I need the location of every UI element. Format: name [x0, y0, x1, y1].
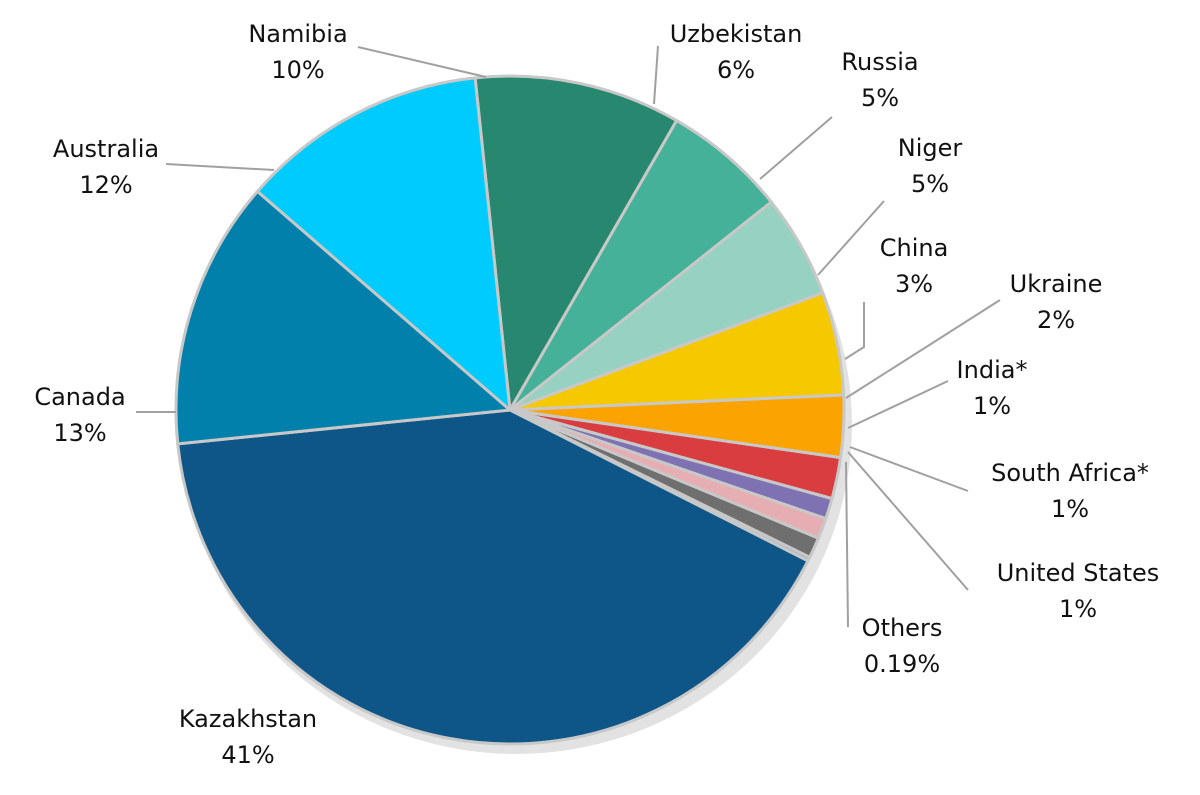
leader-lines	[136, 45, 1001, 628]
slice-label-value-canada: 13%	[53, 419, 106, 447]
slice-label-united-states: United States 1%	[997, 559, 1160, 623]
leader-line-uzbekistan	[653, 45, 659, 105]
slice-label-value-russia: 5%	[861, 84, 899, 112]
slice-label-south-africa: South Africa* 1%	[991, 459, 1149, 523]
slice-label-name-russia: Russia	[841, 48, 918, 76]
leader-line-russia	[759, 116, 833, 180]
slice-label-canada: Canada 13%	[34, 383, 125, 447]
slice-label-name-ukraine: Ukraine	[1010, 270, 1103, 298]
slice-label-kazakhstan: Kazakhstan 41%	[179, 705, 317, 769]
slice-label-others: Others 0.19%	[862, 614, 943, 678]
slice-label-name-niger: Niger	[898, 134, 963, 162]
slice-label-value-kazakhstan: 41%	[221, 741, 274, 769]
leader-line-ukraine	[845, 299, 1001, 399]
slice-label-name-india: India*	[957, 356, 1028, 384]
leader-line-china	[844, 302, 865, 360]
slice-label-value-australia: 12%	[79, 171, 132, 199]
leader-line-india	[847, 380, 949, 429]
slice-label-name-canada: Canada	[34, 383, 125, 411]
leader-line-australia	[165, 163, 275, 171]
slice-label-value-uzbekistan: 6%	[717, 56, 755, 84]
slice-label-value-niger: 5%	[911, 170, 949, 198]
slice-label-value-south-africa: 1%	[1051, 495, 1089, 523]
slice-label-namibia: Namibia 10%	[248, 20, 347, 84]
slice-label-name-china: China	[880, 234, 949, 262]
slice-label-ukraine: Ukraine 2%	[1010, 270, 1103, 334]
pie-slice-namibia	[473, 74, 679, 412]
slice-label-value-india: 1%	[973, 392, 1011, 420]
slice-label-value-others: 0.19%	[864, 650, 940, 678]
slice-label-name-uzbekistan: Uzbekistan	[670, 20, 803, 48]
slice-label-name-namibia: Namibia	[248, 20, 347, 48]
slice-labels: Namibia 10% Uzbekistan 6% Russia 5% Niger 5% Chi…	[34, 20, 1159, 769]
leader-line-others	[845, 461, 849, 628]
pie-slice-canada	[174, 189, 512, 446]
slice-label-value-china: 3%	[895, 270, 933, 298]
slice-label-uzbekistan: Uzbekistan 6%	[670, 20, 803, 84]
slice-label-value-united-states: 1%	[1059, 595, 1097, 623]
slice-label-india: India* 1%	[957, 356, 1028, 420]
slice-label-name-australia: Australia	[53, 135, 159, 163]
leader-line-south-africa	[849, 446, 969, 492]
leader-line-niger	[817, 200, 885, 276]
slice-label-russia: Russia 5%	[841, 48, 918, 112]
slice-label-value-namibia: 10%	[271, 56, 324, 84]
slice-label-name-others: Others	[862, 614, 943, 642]
slice-label-value-ukraine: 2%	[1037, 306, 1075, 334]
slice-label-name-kazakhstan: Kazakhstan	[179, 705, 317, 733]
slice-label-niger: Niger 5%	[898, 134, 963, 198]
pie-slice-kazakhstan	[176, 408, 810, 746]
leader-line-united-states	[847, 451, 969, 591]
pie-slices	[174, 74, 846, 746]
leader-line-namibia	[357, 46, 487, 78]
slice-label-name-united-states: United States	[997, 559, 1160, 587]
slice-label-name-south-africa: South Africa*	[991, 459, 1149, 487]
slice-label-china: China 3%	[880, 234, 949, 298]
pie-slice-australia	[255, 76, 512, 412]
pie-slice-uzbekistan	[508, 119, 773, 412]
slice-label-australia: Australia 12%	[53, 135, 159, 199]
